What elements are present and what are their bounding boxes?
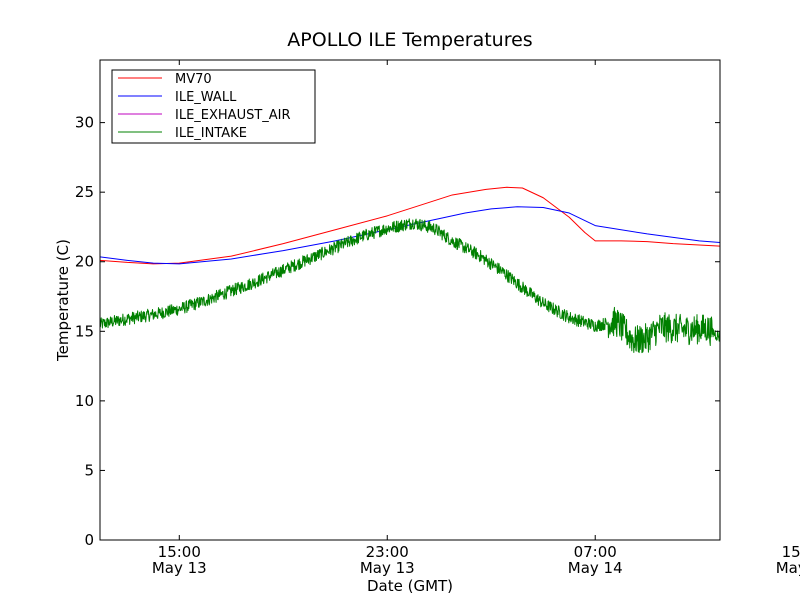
- series-layer: [100, 186, 720, 354]
- y-tick-label: 10: [75, 392, 94, 410]
- legend-label: MV70: [175, 72, 212, 87]
- plot-frame: [99, 59, 721, 541]
- y-axis-label: Temperature (C): [54, 239, 72, 362]
- series-line-ile-wall: [100, 206, 720, 265]
- x-tick-label-date: May 13: [360, 559, 415, 577]
- y-axis: 0 5 10 15 20 25 30: [75, 114, 720, 549]
- legend: MV70 ILE_WALL ILE_EXHAUST_AIR ILE_INTAKE: [111, 69, 316, 144]
- series-line-ile-intake: [100, 218, 720, 354]
- series-line-mv70: [100, 186, 720, 265]
- legend-label: ILE_WALL: [175, 90, 237, 105]
- x-tick-label-time: 23:00: [366, 543, 409, 561]
- y-tick-label: 5: [84, 461, 94, 479]
- y-tick-label: 20: [75, 253, 94, 271]
- legend-label: ILE_INTAKE: [175, 126, 247, 141]
- y-tick-label: 30: [75, 114, 94, 132]
- x-tick-label-date: May 14: [568, 559, 623, 577]
- legend-box: [111, 69, 316, 144]
- y-tick-label: 25: [75, 183, 94, 201]
- y-tick-label: 0: [84, 531, 94, 549]
- chart-title: APOLLO ILE Temperatures: [287, 29, 532, 51]
- x-tick-label-time: 15:00: [158, 543, 201, 561]
- legend-label: ILE_EXHAUST_AIR: [175, 108, 291, 123]
- x-tick-label-date: May 14: [776, 559, 800, 577]
- x-tick-label-date: May 13: [152, 559, 207, 577]
- x-tick-label-time: 15:00: [782, 543, 800, 561]
- x-axis-label: Date (GMT): [367, 577, 453, 595]
- y-tick-label: 15: [75, 322, 94, 340]
- x-tick-label-time: 07:00: [574, 543, 617, 561]
